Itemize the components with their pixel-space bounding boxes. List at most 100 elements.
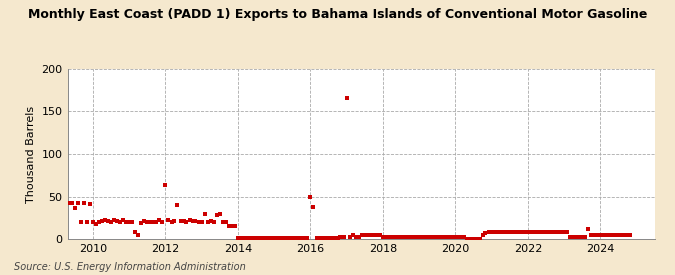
Point — [163, 218, 173, 223]
Point — [139, 219, 150, 224]
Y-axis label: Thousand Barrels: Thousand Barrels — [26, 105, 36, 203]
Point — [112, 219, 123, 224]
Point — [88, 220, 99, 224]
Point — [625, 233, 636, 237]
Point — [570, 235, 581, 239]
Point — [369, 233, 379, 237]
Point — [63, 201, 74, 206]
Point — [84, 202, 95, 207]
Point — [520, 230, 531, 235]
Point — [199, 211, 210, 216]
Point — [326, 235, 337, 240]
Point — [586, 233, 597, 237]
Point — [269, 236, 279, 241]
Point — [359, 233, 370, 237]
Point — [408, 235, 418, 239]
Point — [193, 220, 204, 224]
Point — [78, 201, 89, 206]
Point — [314, 235, 325, 240]
Point — [553, 230, 564, 235]
Point — [342, 95, 352, 100]
Point — [172, 203, 183, 207]
Point — [498, 230, 509, 235]
Point — [236, 236, 246, 241]
Point — [398, 235, 409, 239]
Point — [483, 230, 494, 235]
Point — [148, 220, 159, 224]
Point — [242, 236, 252, 241]
Point — [574, 235, 585, 239]
Point — [121, 220, 132, 224]
Point — [169, 219, 180, 224]
Point — [151, 220, 162, 224]
Point — [239, 236, 250, 241]
Point — [604, 233, 615, 237]
Point — [57, 236, 68, 241]
Point — [196, 220, 207, 224]
Point — [329, 235, 340, 240]
Point — [97, 219, 107, 224]
Point — [471, 237, 482, 241]
Point — [81, 220, 92, 224]
Point — [529, 230, 539, 235]
Point — [115, 220, 126, 224]
Point — [516, 230, 527, 235]
Point — [447, 235, 458, 239]
Point — [565, 235, 576, 239]
Point — [504, 230, 515, 235]
Point — [178, 219, 189, 224]
Point — [416, 235, 427, 239]
Point — [157, 220, 168, 224]
Point — [215, 211, 225, 216]
Point — [260, 236, 271, 241]
Point — [429, 235, 439, 239]
Point — [607, 233, 618, 237]
Point — [366, 233, 377, 237]
Point — [426, 235, 437, 239]
Point — [562, 230, 572, 235]
Point — [583, 227, 594, 231]
Point — [619, 233, 630, 237]
Point — [221, 220, 232, 224]
Point — [468, 237, 479, 241]
Point — [577, 235, 588, 239]
Text: Monthly East Coast (PADD 1) Exports to Bahama Islands of Conventional Motor Gaso: Monthly East Coast (PADD 1) Exports to B… — [28, 8, 647, 21]
Point — [144, 220, 155, 224]
Point — [456, 235, 467, 239]
Point — [598, 233, 609, 237]
Point — [435, 235, 446, 239]
Point — [248, 236, 259, 241]
Point — [353, 235, 364, 239]
Point — [465, 237, 476, 241]
Point — [549, 230, 560, 235]
Point — [441, 235, 452, 239]
Point — [299, 235, 310, 240]
Point — [187, 219, 198, 224]
Point — [475, 237, 485, 241]
Point — [250, 236, 261, 241]
Point — [404, 235, 415, 239]
Point — [296, 235, 306, 240]
Point — [127, 220, 138, 224]
Point — [190, 219, 201, 224]
Point — [124, 220, 134, 224]
Point — [154, 218, 165, 223]
Point — [320, 235, 331, 240]
Point — [402, 235, 412, 239]
Point — [522, 230, 533, 235]
Point — [142, 220, 153, 224]
Point — [160, 183, 171, 187]
Point — [281, 236, 292, 241]
Point — [205, 219, 216, 224]
Point — [616, 233, 627, 237]
Point — [109, 218, 119, 223]
Point — [438, 235, 449, 239]
Point — [76, 220, 86, 224]
Point — [477, 233, 488, 237]
Point — [450, 235, 461, 239]
Point — [323, 235, 334, 240]
Point — [589, 233, 599, 237]
Point — [308, 205, 319, 209]
Point — [381, 235, 392, 239]
Point — [453, 235, 464, 239]
